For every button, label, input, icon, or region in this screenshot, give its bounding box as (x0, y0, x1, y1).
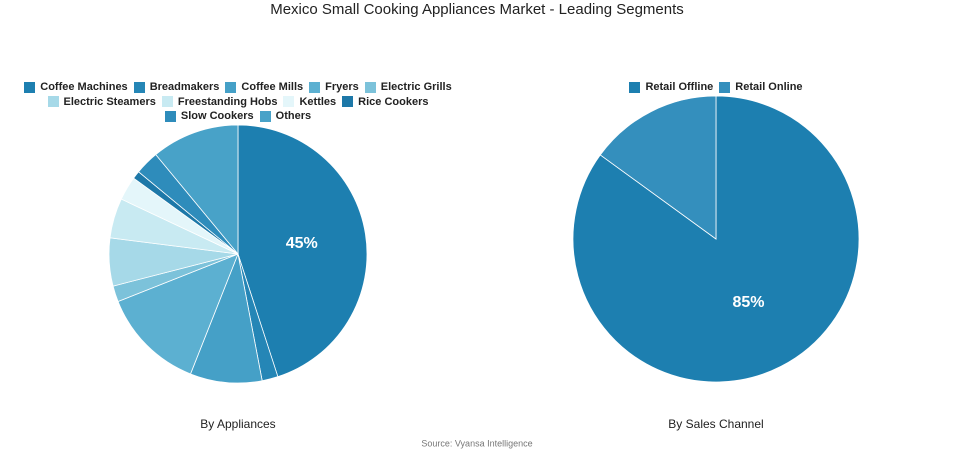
legend-swatch (342, 96, 354, 108)
chart-title: By Sales Channel (668, 417, 763, 431)
legend-label: Retail Online (735, 81, 803, 93)
legend-item: Electric Steamers (47, 95, 156, 110)
legend-item: Freestanding Hobs (161, 95, 278, 110)
legend-item: Rice Cookers (342, 95, 428, 110)
legend-swatch (133, 81, 145, 93)
chart-title: By Appliances (200, 417, 275, 431)
legend-item: Kettles (283, 95, 336, 110)
legend-swatch (47, 96, 59, 108)
legend-label: Others (275, 110, 312, 122)
legend-swatch (719, 81, 731, 93)
legend: Coffee Machines Breadmakers Coffee Mills Fr… (13, 80, 463, 124)
legend-swatch (309, 81, 321, 93)
pie-slice (572, 95, 860, 383)
source: Source: Vyansa Intelligence (421, 438, 532, 448)
legend-item: Coffee Mills (225, 80, 303, 95)
legend-swatch (161, 96, 173, 108)
pie-slice (155, 124, 239, 256)
legend-label: Slow Cookers (180, 110, 254, 122)
legend-swatch (225, 81, 237, 93)
legend-label: Freestanding Hobs (177, 95, 278, 108)
legend-label: Coffee Machines (40, 81, 128, 93)
legend-swatch (629, 81, 641, 93)
legend-label: Kettles (299, 95, 337, 108)
legend-label: Electric Grills (380, 81, 452, 93)
pie-slice (117, 253, 239, 375)
legend-item: Fryers (309, 80, 359, 95)
legend-label: Rice Cookers (358, 95, 429, 108)
legend-item: Breadmakers (133, 80, 220, 95)
legend-label: Retail Offline (645, 81, 714, 93)
pie-slice (237, 124, 368, 378)
legend-swatch (24, 81, 36, 93)
data-label: 85% (732, 294, 764, 311)
legend-swatch (259, 110, 271, 122)
legend-label: Coffee Mills (241, 81, 304, 93)
pie-slice (599, 95, 717, 240)
page-title: Mexico Small Cooking Appliances Market -… (270, 1, 684, 18)
legend-item: Coffee Machines (24, 80, 128, 95)
legend-swatch (164, 110, 176, 122)
legend-item: Electric Grills (364, 80, 452, 95)
legend-swatch (364, 81, 376, 93)
data-label: 45% (286, 235, 318, 252)
legend-item: Retail Offline (629, 80, 713, 95)
legend-item: Retail Online (719, 80, 803, 95)
legend-label: Electric Steamers (63, 95, 156, 108)
legend-label: Fryers (325, 81, 359, 93)
legend-item: Others (259, 109, 312, 124)
legend: Retail Offline Retail Online (566, 80, 866, 95)
legend-label: Breadmakers (149, 81, 220, 93)
legend-swatch (283, 96, 295, 108)
legend-item: Slow Cookers (164, 109, 254, 124)
